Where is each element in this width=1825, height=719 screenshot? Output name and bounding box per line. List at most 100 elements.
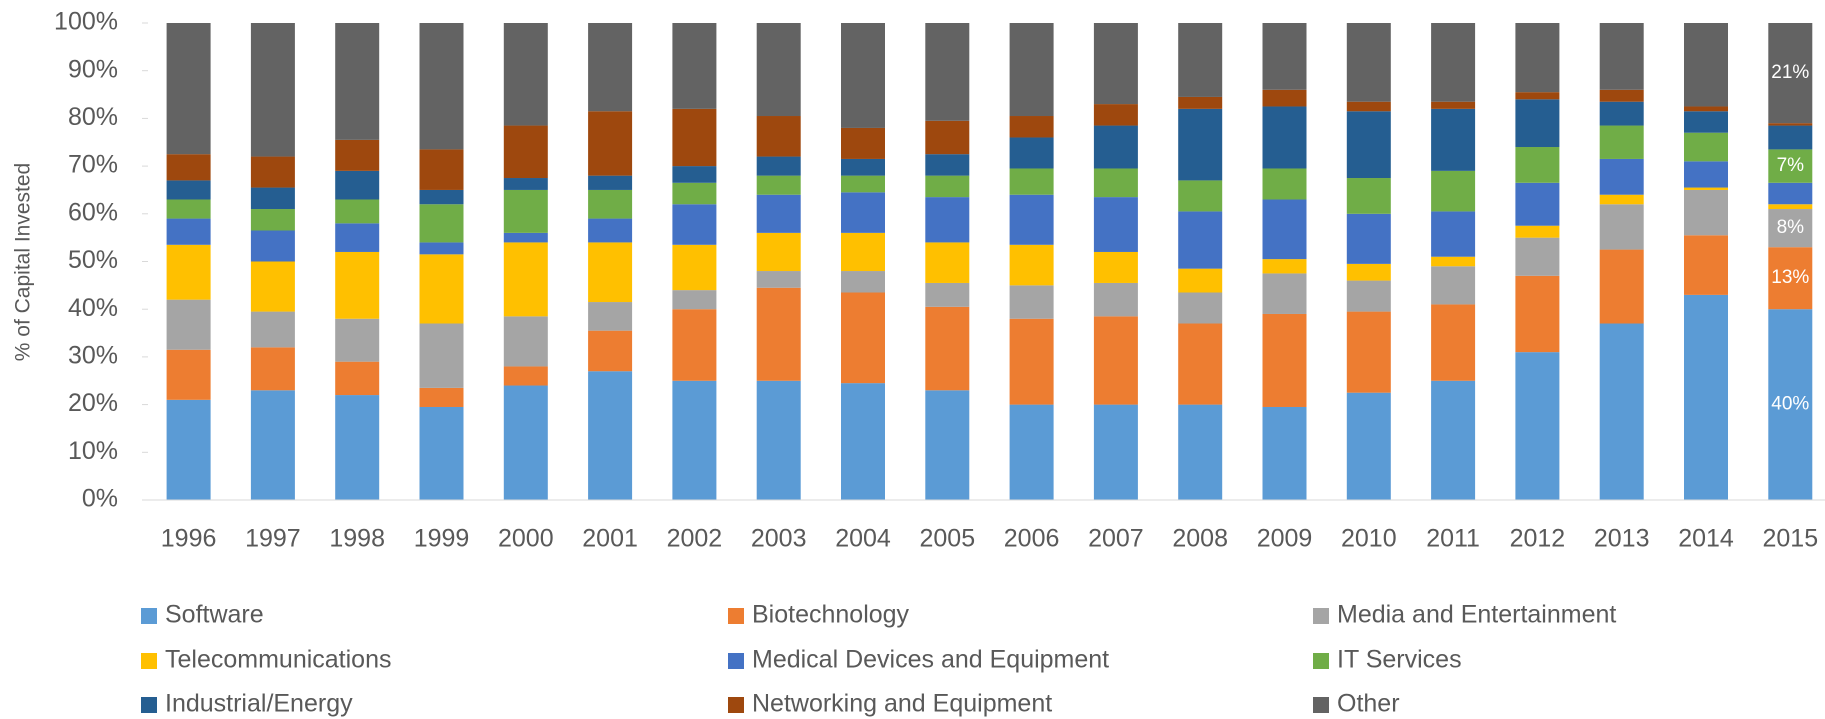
bar-segment [1178,180,1223,212]
bar-segment [1178,96,1223,109]
bar-segment [672,182,717,205]
x-tick-label: 1998 [329,525,385,553]
bar-segment [1262,406,1307,500]
bar-segment [1346,280,1391,312]
bar-segment [1431,23,1476,102]
x-tick-label: 2013 [1594,525,1650,553]
legend-label: Medical Devices and Equipment [752,646,1109,674]
bar-segment [1346,101,1391,112]
legend-swatch [728,697,744,713]
bar-segment [1599,158,1644,195]
bar-segment [1262,273,1307,314]
bar-segment [1684,23,1728,107]
bar-segment [1431,256,1476,267]
bar-segment [1768,204,1813,210]
bar-segment [503,23,548,126]
legend-label: Media and Entertainment [1337,601,1616,629]
bar-segment [1178,292,1223,324]
bar-segment [1262,313,1307,407]
bar-segment [1684,111,1728,133]
bar-segment [841,127,885,159]
bar-segment [756,380,801,500]
bar-segment [672,309,717,381]
bar-segment [588,111,633,176]
bar-segment [588,175,633,190]
bar-segment [1093,404,1138,500]
bar-segment [756,287,801,381]
legend-label: Industrial/Energy [165,690,353,718]
bar-segment [419,406,464,500]
bar-segment [1768,209,1813,248]
bar-segment [1684,294,1728,500]
bar-segment [1009,194,1054,245]
bar-segment [335,23,380,140]
bar-segment [1515,182,1560,226]
y-tick-label: 80% [68,103,118,131]
bar-segment [925,242,970,283]
bar-segment [1768,149,1813,183]
bar-segment [1009,137,1054,169]
bar-segment [1262,106,1307,169]
legend-label: Telecommunications [165,646,392,674]
bar-segment [1599,323,1644,500]
bar-segment [1431,211,1476,257]
bar-segment [503,385,548,500]
bar-segment [756,271,801,288]
bar-segment [1684,189,1728,236]
bar-segment [166,180,211,200]
y-tick-label: 20% [68,389,118,417]
bar-segment [1009,318,1054,405]
bar-segment [1093,104,1138,126]
bar-segment [1346,111,1391,179]
bar-segment [1431,304,1476,381]
bar-segment [1009,168,1054,195]
bar-segment [925,154,970,176]
bar-segment [1515,225,1560,238]
bar-segment [672,290,717,310]
bar-segment [1684,132,1728,162]
bar-segment [756,23,801,117]
bar-segment [588,23,633,112]
bar-segment [419,323,464,388]
bar-segment [1431,108,1476,171]
bar-segment [925,197,970,243]
legend-label: Biotechnology [752,601,910,629]
bar-segment [250,390,295,500]
bar-segment [1515,147,1560,183]
bar-segment [503,125,548,179]
bar-segment [588,302,633,331]
bar-segment [588,189,633,219]
bar-segment [419,242,464,255]
bar-segment [588,242,633,303]
bar-segment [419,387,464,407]
bar-segment [335,170,380,200]
legend-swatch [141,653,157,669]
bar-segment [672,23,717,109]
bar-segment [841,158,885,176]
x-tick-label: 2015 [1762,525,1818,553]
bar-segment [166,299,211,350]
y-tick-label: 0% [82,485,118,513]
bar-segment [841,271,885,293]
bar-segment [1684,161,1728,188]
bar-segment [1599,89,1644,102]
bar-segment [1093,251,1138,283]
x-tick-label: 2005 [919,525,975,553]
bar-segment [166,218,211,245]
bar-segment [841,192,885,233]
bar-segment [841,383,885,500]
bar-segment [756,232,801,272]
bar-segment [1599,204,1644,250]
bar-segment [250,261,295,312]
y-tick-label: 70% [68,151,118,179]
bar-segment [335,139,380,171]
bar-segment [1178,323,1223,405]
bar-segment [166,23,211,155]
bar-segment [1009,23,1054,117]
bar-segment [419,149,464,190]
bar-segment [588,371,633,500]
y-axis-label: % of Capital Invested [12,163,35,361]
bar-segment [419,204,464,243]
bar-segment [1684,106,1728,112]
x-tick-label: 2006 [1004,525,1060,553]
